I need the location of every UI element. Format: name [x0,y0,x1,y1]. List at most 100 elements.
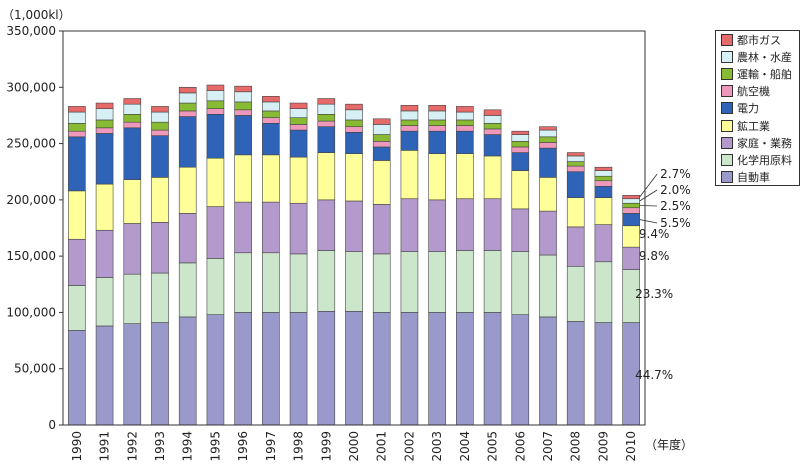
bar-segment [289,312,308,426]
bar-segment [622,207,640,214]
bar-segment [317,126,336,153]
x-tick-label: 1991 [98,431,112,462]
x-tick-label: 2009 [596,431,610,462]
y-tick-label: 50,000 [14,362,56,376]
bar-segment [511,146,530,153]
bar-segment [428,104,446,112]
bar-segment [262,117,280,124]
plot-frame [62,30,646,426]
data-label: 5.5% [660,216,691,230]
legend-item: 都市ガス [721,31,799,48]
bar-segment [206,206,225,259]
bar-segment [68,111,86,124]
bar-segment [151,222,169,274]
legend-item: 電力 [721,100,799,117]
legend-label: 化学用原料 [737,153,792,167]
x-tick-label: 2003 [430,431,444,462]
bar-segment [345,153,363,202]
x-tick-label: 1997 [264,431,278,462]
bar-segment [566,171,585,198]
bar-segment [483,115,502,124]
bar-segment [206,84,225,91]
bar-segment [123,179,142,224]
bar-segment [317,114,336,122]
x-tick-label: 2002 [402,431,416,462]
bar-segment [400,150,419,200]
bar-segment [317,250,336,312]
bar-segment [262,201,280,254]
bar-segment [400,130,419,151]
bar-segment [95,229,114,278]
bar-segment [594,175,613,182]
legend-swatch [721,85,733,98]
legend-label: 都市ガス [737,33,781,47]
x-tick-label: 2005 [486,431,500,462]
y-tick-label: 200,000 [6,193,56,207]
bar-segment [400,312,419,426]
x-tick-label: 2007 [541,431,555,462]
legend-swatch [721,50,733,63]
bar-segment [234,201,252,254]
bar-segment [400,110,419,121]
y-tick-label: 300,000 [6,80,56,94]
bar-segment [234,109,252,116]
bar-segment [622,213,640,227]
bar-segment [178,166,197,214]
bar-segment [345,311,363,426]
data-label: 9.4% [639,227,670,241]
data-label: 23.3% [635,287,673,301]
bar-segment [262,123,280,156]
bar-segment [372,160,391,205]
bar-segment [400,198,419,252]
data-label: 44.7% [635,368,673,382]
data-label: 2.7% [660,167,691,181]
bar-segment [511,141,530,148]
bar-segment [289,202,308,255]
data-label: 9.8% [639,249,670,263]
x-tick-label: 1998 [292,431,306,462]
bar-segment [206,258,225,315]
bar-segment [317,98,336,105]
bar-segment [539,136,557,143]
bar-segment [123,121,142,129]
y-tick-label: 150,000 [6,249,56,263]
bar-segment [289,117,308,125]
bar-segment [178,110,197,117]
bar-segment [428,251,446,313]
bar-segment [289,102,308,109]
legend-item: 農林・水産 [721,48,799,65]
bar-segment [456,153,474,200]
bar-segment [622,198,640,204]
x-tick-label: 2006 [513,431,527,462]
bar-segment [594,261,613,323]
bar-segment [622,195,640,200]
bar-segment [511,314,530,426]
bar-segment [178,116,197,168]
bar-segment [345,132,363,155]
bar-segment [178,102,197,112]
bar-segment [428,199,446,252]
bar-segment [345,251,363,312]
bar-segment [594,180,613,187]
bar-segment [372,146,391,161]
bar-segment [289,108,308,118]
bar-segment [151,272,169,323]
bar-segment [594,170,613,177]
bar-segment [234,154,252,203]
bar-segment [289,156,308,204]
bar-segment [594,224,613,263]
bar-segment [151,121,169,131]
legend-item: 自動車 [721,169,799,186]
bar-segment [400,251,419,313]
bar-segment [123,114,142,123]
bar-segment [151,111,169,123]
bar-segment [151,106,169,113]
bar-segment [68,106,86,113]
bar-segment [456,106,474,113]
bar-segment [262,312,280,426]
bar-segment [428,130,446,155]
y-axis-unit-label: （1,000kl） [2,8,71,22]
bar-segment [317,152,336,201]
bar-segment [317,311,336,426]
